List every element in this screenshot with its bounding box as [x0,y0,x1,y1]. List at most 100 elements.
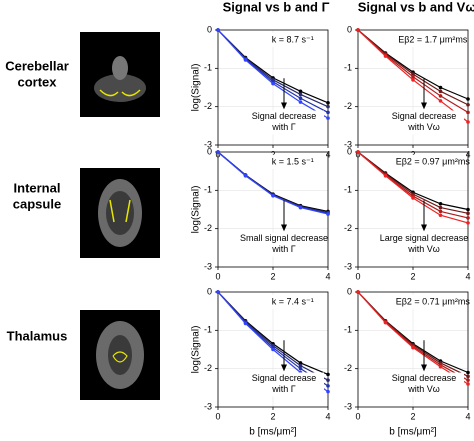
note: with Vω [407,244,440,254]
annotation-bg [260,33,326,47]
note-bg [238,372,324,397]
data-point [298,92,303,97]
plot-frame [217,291,329,408]
y-tick-label: 0 [207,24,212,34]
data-point [411,74,415,79]
annotation: Eβ2 = 1.7 μm²ms [398,34,468,44]
x-tick-label: 4 [325,411,330,421]
y-tick-label: 0 [207,146,212,156]
note: with Vω [407,122,440,132]
annotation: k = 7.4 s⁻¹ [272,296,314,306]
y-tick-label: -2 [204,223,212,233]
data-point [466,110,470,115]
row-label: cortex [17,74,57,89]
plot-frame [217,151,329,268]
data-point [271,347,275,352]
brain-image [80,32,160,117]
arrow-head [281,102,287,110]
data-point [383,54,388,58]
arrow-head [421,224,427,232]
data-point [326,384,330,388]
annotation: Eβ2 = 0.97 μm²ms [396,156,471,166]
annotation-bg [400,33,466,47]
note-bg [238,110,324,135]
data-point [243,173,248,178]
arrow-head [421,102,427,110]
x-tick-label: 0 [355,411,360,421]
x-tick-label: 4 [325,271,330,281]
data-point [326,378,330,382]
x-tick-label: 2 [410,411,415,421]
data-point [383,320,388,325]
data-point [243,58,248,62]
note: Signal decrease [252,373,317,383]
arrow-head [281,364,287,372]
data-point [298,366,303,371]
y-tick-label: -3 [204,139,212,149]
data-point [271,193,275,198]
data-point [383,173,388,178]
data-point [466,97,470,101]
data-point [466,216,470,220]
y-tick-label: -1 [204,63,212,73]
annotation-bg [400,295,466,309]
data-point [438,209,443,214]
note: with Vω [407,384,440,394]
arrow-head [421,364,427,372]
note: with Γ [271,244,296,254]
data-point [216,150,220,154]
x-tick-label: 2 [270,271,275,281]
data-point [243,321,248,326]
y-tick-label: -1 [204,185,212,195]
data-point [466,102,470,107]
note: Signal decrease [252,111,317,121]
y-axis-label: log(Signal) [191,64,202,112]
y-tick-label: -2 [204,101,212,111]
data-point [411,78,415,82]
y-tick-label: -1 [204,325,212,335]
y-tick-label: -3 [204,261,212,271]
data-point [298,361,303,365]
data-point [326,212,330,216]
y-tick-label: -3 [344,261,352,271]
x-tick-label: 0 [215,411,220,421]
data-point [466,221,470,225]
row-label: Thalamus [7,328,68,343]
data-point [466,207,470,212]
note: with Γ [271,122,296,132]
data-point [356,290,360,294]
data-point [298,100,303,104]
data-point [438,99,443,103]
data-point [466,370,470,375]
y-tick-label: 0 [207,286,212,296]
data-point [326,116,330,120]
data-point [326,101,330,105]
data-point [438,85,443,90]
x-tick-label: 4 [465,271,470,281]
data-point [466,120,470,124]
row-label: Internal [14,180,61,195]
y-tick-label: -2 [344,223,352,233]
data-point [298,205,303,210]
x-tick-label: 2 [270,411,275,421]
data-point [438,89,443,94]
note-bg [238,232,324,257]
x-tick-label: 0 [215,271,220,281]
note-bg [378,232,464,257]
data-point [411,72,415,76]
note: with Γ [271,384,296,394]
data-point [466,382,470,386]
data-point [326,104,330,109]
note: Signal decrease [392,111,457,121]
y-tick-label: -2 [344,101,352,111]
data-point [438,364,443,369]
y-tick-label: -1 [344,185,352,195]
x-axis-label: b [ms/μm²] [389,427,437,438]
data-point [438,213,443,218]
data-point [216,290,220,294]
note: Small signal decrease [240,233,328,243]
data-point [298,89,303,94]
x-tick-label: 0 [355,271,360,281]
data-point [326,389,330,394]
